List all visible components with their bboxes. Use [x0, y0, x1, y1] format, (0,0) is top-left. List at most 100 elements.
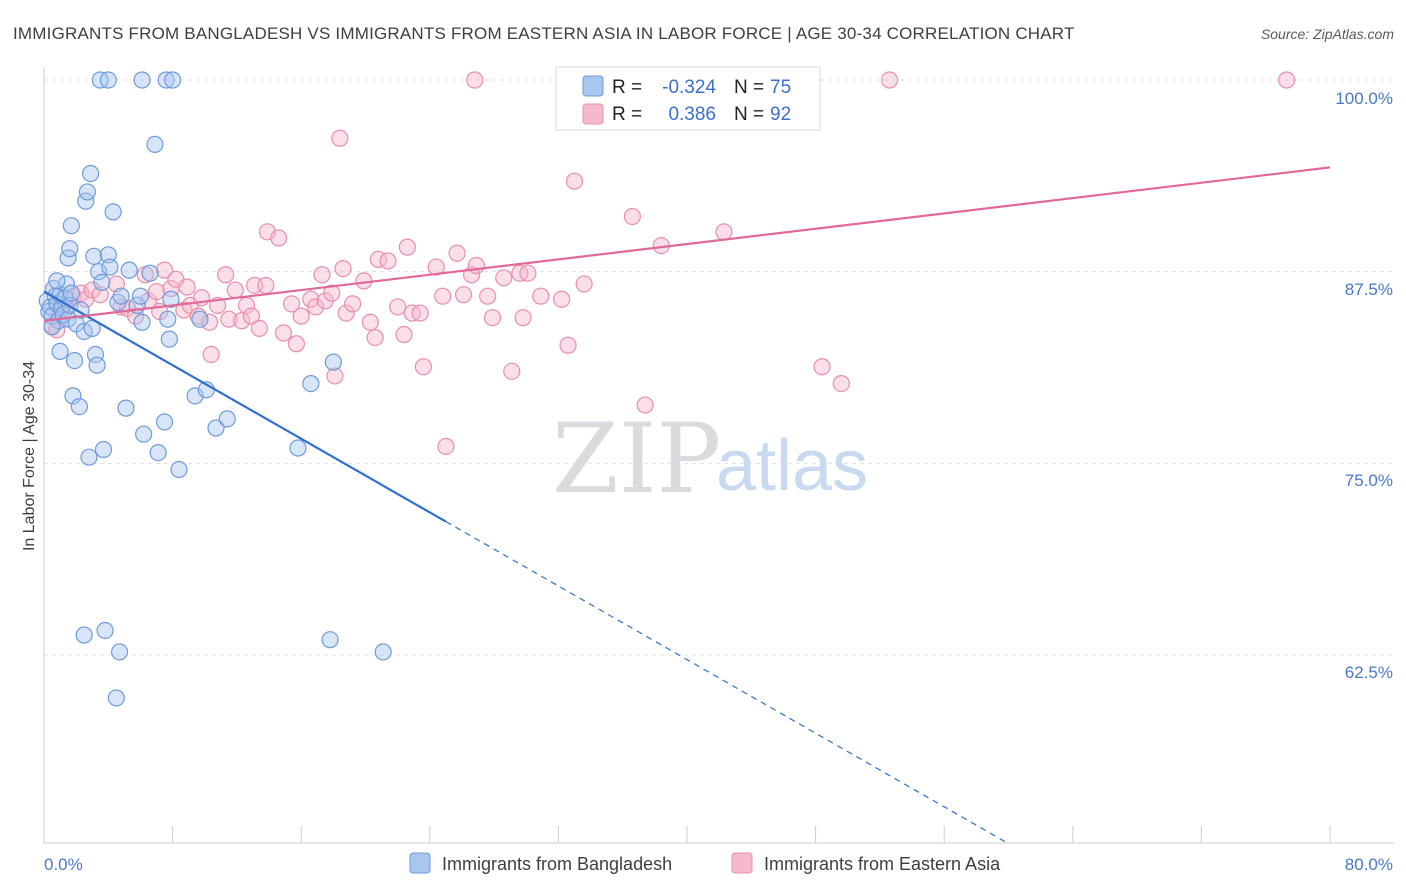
- data-point-eastern-asia: [519, 264, 537, 282]
- data-point-eastern-asia: [361, 313, 379, 331]
- data-point-eastern-asia: [178, 278, 196, 296]
- data-point-eastern-asia: [1277, 71, 1296, 89]
- data-point-eastern-asia: [292, 307, 310, 325]
- data-point-bangladesh: [62, 284, 80, 302]
- data-point-bangladesh: [159, 310, 177, 328]
- watermark-atlas: atlas: [716, 426, 868, 506]
- legend-swatch-bangladesh: [582, 75, 604, 97]
- data-point-bangladesh: [120, 261, 138, 279]
- data-point-eastern-asia: [233, 312, 251, 330]
- data-point-eastern-asia: [250, 319, 269, 337]
- data-point-eastern-asia: [395, 325, 413, 344]
- data-point-eastern-asia: [880, 71, 899, 89]
- data-point-bangladesh: [88, 356, 106, 374]
- legend-bottom: Immigrants from Bangladesh Immigrants fr…: [409, 852, 1001, 874]
- data-point-bangladesh: [107, 689, 125, 707]
- data-point-eastern-asia: [636, 396, 654, 414]
- data-point-eastern-asia: [715, 223, 733, 241]
- data-point-eastern-asia: [366, 329, 384, 347]
- data-point-bangladesh: [164, 71, 182, 89]
- data-point-bangladesh: [170, 460, 188, 479]
- legend-bottom-swatch-bangladesh: [409, 852, 431, 874]
- data-point-bangladesh: [62, 217, 80, 235]
- data-point-eastern-asia: [483, 309, 502, 327]
- chart-source: Source: ZipAtlas.com: [1261, 26, 1394, 42]
- data-point-bangladesh: [85, 247, 103, 265]
- series-bangladesh-points: [38, 71, 392, 707]
- data-point-bangladesh: [324, 353, 342, 371]
- data-point-bangladesh: [101, 258, 119, 276]
- data-point-bangladesh: [157, 71, 175, 89]
- data-point-bangladesh: [131, 287, 150, 305]
- data-point-bangladesh: [65, 352, 84, 370]
- data-point-eastern-asia: [495, 269, 513, 287]
- data-point-bangladesh: [82, 164, 100, 183]
- data-point-bangladesh: [90, 263, 108, 281]
- trend-line-bangladesh: [43, 290, 447, 523]
- x-axis-ticks: [43, 826, 1331, 843]
- data-point-eastern-asia: [242, 307, 260, 325]
- data-point-eastern-asia: [147, 283, 166, 301]
- data-point-eastern-asia: [274, 324, 293, 342]
- data-point-eastern-asia: [331, 129, 349, 147]
- legend-bottom-swatch-eastern-asia: [731, 852, 753, 874]
- data-point-bangladesh: [70, 398, 88, 416]
- gridlines: [44, 79, 1394, 656]
- data-point-eastern-asia: [448, 244, 466, 262]
- legend-r-value-bangladesh: -0.324: [662, 77, 716, 98]
- y-tick-label: 100.0%: [1335, 89, 1393, 108]
- legend-swatch-eastern-asia: [582, 103, 604, 125]
- x-tick-label-max: 80.0%: [1345, 855, 1393, 874]
- data-point-eastern-asia: [575, 275, 593, 293]
- data-point-bangladesh: [207, 419, 225, 437]
- data-point-bangladesh: [93, 273, 111, 291]
- data-point-bangladesh: [289, 439, 307, 457]
- legend-n-label: N =: [734, 77, 764, 98]
- data-point-bangladesh: [302, 375, 320, 393]
- data-point-eastern-asia: [270, 229, 288, 247]
- legend-r-value-eastern-asia: 0.386: [668, 104, 716, 125]
- data-point-eastern-asia: [379, 252, 397, 270]
- trend-line-eastern-asia: [43, 166, 1331, 322]
- data-point-bangladesh: [57, 275, 76, 293]
- data-point-eastern-asia: [532, 287, 550, 305]
- y-tick-label: 62.5%: [1345, 663, 1393, 682]
- data-point-eastern-asia: [559, 336, 577, 354]
- data-point-bangladesh: [162, 290, 180, 308]
- data-point-bangladesh: [191, 310, 209, 328]
- chart-title: IMMIGRANTS FROM BANGLADESH VS IMMIGRANTS…: [13, 24, 1075, 43]
- data-point-bangladesh: [321, 631, 339, 649]
- data-point-bangladesh: [48, 272, 66, 290]
- legend-r-label: R =: [612, 104, 642, 125]
- data-point-eastern-asia: [202, 345, 220, 364]
- data-point-eastern-asia: [466, 71, 484, 89]
- data-point-eastern-asia: [467, 256, 486, 275]
- data-point-eastern-asia: [813, 358, 831, 376]
- data-point-eastern-asia: [217, 266, 235, 284]
- data-point-bangladesh: [135, 425, 153, 443]
- data-point-bangladesh: [112, 287, 130, 305]
- data-point-bangladesh: [149, 444, 167, 462]
- x-tick-label-min: 0.0%: [44, 855, 83, 874]
- data-point-bangladesh: [94, 440, 113, 459]
- data-point-eastern-asia: [313, 266, 331, 284]
- trend-line-bangladesh-extrapolated: [445, 521, 1009, 845]
- legend-n-label: N =: [734, 104, 764, 125]
- data-point-eastern-asia: [344, 295, 362, 313]
- data-point-bangladesh: [75, 626, 93, 644]
- data-point-bangladesh: [133, 71, 151, 89]
- data-point-eastern-asia: [287, 335, 305, 353]
- data-point-bangladesh: [117, 399, 135, 417]
- data-point-eastern-asia: [200, 313, 219, 331]
- data-point-bangladesh: [51, 342, 69, 360]
- y-tick-label: 87.5%: [1345, 280, 1393, 299]
- data-point-bangladesh: [133, 313, 151, 331]
- data-point-eastern-asia: [282, 295, 301, 313]
- legend-bottom-label-eastern-asia: Immigrants from Eastern Asia: [764, 854, 1001, 874]
- data-point-eastern-asia: [832, 375, 850, 393]
- data-point-bangladesh: [64, 387, 82, 405]
- data-point-eastern-asia: [326, 367, 344, 385]
- data-point-eastern-asia: [220, 310, 238, 328]
- data-point-eastern-asia: [323, 284, 341, 302]
